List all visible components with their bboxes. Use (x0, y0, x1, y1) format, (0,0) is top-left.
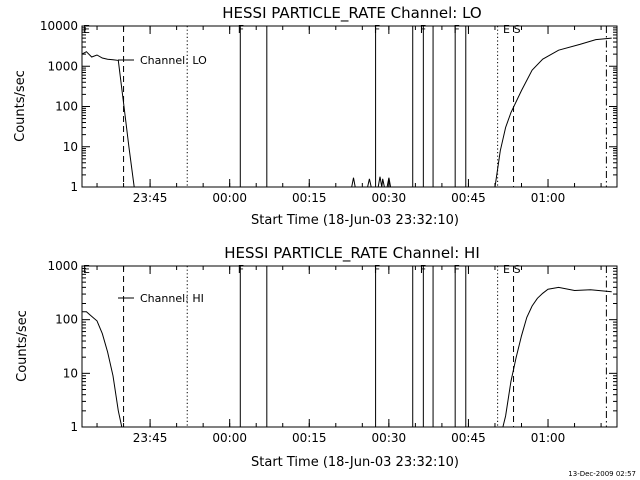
hi-y-axis-label: Counts/sec (15, 310, 30, 382)
hi-y-tick-label: 10 (63, 366, 78, 380)
hi-flag-label: F (454, 263, 460, 276)
hi-flag-label: E (83, 263, 90, 276)
lo-series-line (386, 177, 392, 188)
lo-flag-label: F (374, 23, 380, 36)
hi-flag-label: S (514, 263, 521, 276)
lo-y-tick-label: 10000 (40, 19, 78, 33)
lo-flag-label: F (454, 23, 460, 36)
hi-x-tick-label: 00:00 (212, 431, 247, 445)
lo-series-line (351, 177, 356, 188)
lo-x-tick-label: 23:45 (133, 191, 168, 205)
hi-legend-label: Channel: HI (140, 292, 204, 305)
hi-x-tick-label: 00:30 (372, 431, 407, 445)
hi-x-axis-label: Start Time (18-Jun-03 23:32:10) (251, 455, 459, 470)
hi-y-tick-label: 100 (55, 313, 78, 327)
hi-flag-label: F (238, 263, 244, 276)
hi-x-tick-label: 00:15 (292, 431, 327, 445)
lo-x-axis-label: Start Time (18-Jun-03 23:32:10) (251, 213, 459, 228)
lo-x-tick-label: 01:00 (531, 191, 566, 205)
hi-series-line (82, 311, 123, 428)
lo-flag-label: S (514, 23, 521, 36)
hi-flag-label: F (374, 263, 380, 276)
lo-plot-frame (81, 25, 618, 188)
lo-y-axis-label: Counts/sec (13, 70, 28, 142)
hi-y-tick-label: 1 (70, 420, 78, 434)
lo-y-tick-label: 1 (70, 180, 78, 194)
hi-flag-label: F (420, 263, 426, 276)
lo-legend-label: Channel: LO (140, 54, 207, 67)
lo-channel-panel: HESSI PARTICLE_RATE Channel: LO Start Ti… (13, 4, 618, 228)
lo-y-tick-label: 1000 (47, 59, 78, 73)
hi-x-tick-label: 23:45 (133, 431, 168, 445)
generation-timestamp: 13-Dec-2009 02:57 (568, 470, 636, 478)
lo-y-tick-label: 10 (63, 140, 78, 154)
lo-flag-label: F (420, 23, 426, 36)
hi-x-tick-label: 00:45 (451, 431, 486, 445)
hi-y-tick-label: 1000 (47, 259, 78, 273)
lo-x-tick-label: 00:15 (292, 191, 327, 205)
hi-plot-frame (81, 265, 618, 428)
lo-y-tick-label: 100 (55, 100, 78, 114)
lo-flag-label: F (238, 23, 244, 36)
lo-x-tick-label: 00:45 (451, 191, 486, 205)
lo-flag-label: E (503, 23, 510, 36)
lo-x-tick-label: 00:00 (212, 191, 247, 205)
hi-series-line (502, 286, 612, 428)
lo-x-tick-label: 00:30 (372, 191, 407, 205)
hi-chart-title: HESSI PARTICLE_RATE Channel: HI (224, 244, 480, 263)
lo-flag-label: E (83, 23, 90, 36)
hi-channel-panel: HESSI PARTICLE_RATE Channel: HI Start Ti… (15, 244, 618, 470)
lo-series-line (367, 178, 372, 188)
hi-x-tick-label: 01:00 (531, 431, 566, 445)
lo-series-line (81, 51, 135, 188)
lo-series-line (377, 176, 385, 188)
lo-series-line (494, 37, 612, 188)
lo-chart-title: HESSI PARTICLE_RATE Channel: LO (222, 4, 481, 23)
hi-flag-label: E (503, 263, 510, 276)
